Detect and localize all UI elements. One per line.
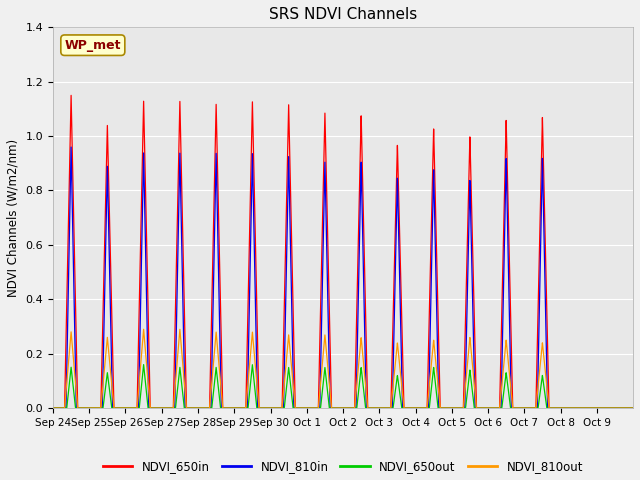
NDVI_810in bbox=[418, 405, 426, 411]
NDVI_650in bbox=[418, 405, 426, 411]
NDVI_810out bbox=[629, 405, 637, 411]
NDVI_810in bbox=[629, 405, 637, 411]
NDVI_810out bbox=[479, 405, 487, 411]
NDVI_650out bbox=[629, 405, 637, 411]
NDVI_810in bbox=[49, 405, 57, 411]
Line: NDVI_650in: NDVI_650in bbox=[53, 96, 633, 408]
NDVI_650in bbox=[629, 405, 637, 411]
Legend: NDVI_650in, NDVI_810in, NDVI_650out, NDVI_810out: NDVI_650in, NDVI_810in, NDVI_650out, NDV… bbox=[98, 456, 588, 478]
NDVI_810in bbox=[510, 405, 518, 411]
NDVI_650out bbox=[479, 405, 487, 411]
NDVI_810in bbox=[259, 405, 267, 411]
NDVI_650in bbox=[479, 405, 487, 411]
NDVI_650in bbox=[49, 405, 57, 411]
NDVI_810out bbox=[418, 405, 426, 411]
NDVI_650in bbox=[392, 187, 400, 192]
NDVI_810out bbox=[78, 405, 86, 411]
Text: WP_met: WP_met bbox=[65, 39, 121, 52]
NDVI_810out bbox=[510, 405, 518, 411]
NDVI_810in bbox=[479, 405, 487, 411]
Line: NDVI_650out: NDVI_650out bbox=[53, 365, 633, 408]
NDVI_650out bbox=[49, 405, 57, 411]
NDVI_810in bbox=[67, 144, 75, 150]
Title: SRS NDVI Channels: SRS NDVI Channels bbox=[269, 7, 417, 22]
NDVI_650in bbox=[67, 93, 75, 98]
NDVI_810out bbox=[49, 405, 57, 411]
NDVI_810in bbox=[78, 405, 86, 411]
NDVI_650in bbox=[259, 405, 267, 411]
Y-axis label: NDVI Channels (W/m2/nm): NDVI Channels (W/m2/nm) bbox=[7, 139, 20, 297]
NDVI_650in bbox=[510, 405, 518, 411]
NDVI_650out bbox=[78, 405, 86, 411]
NDVI_650in bbox=[78, 405, 86, 411]
Line: NDVI_810in: NDVI_810in bbox=[53, 147, 633, 408]
NDVI_650out bbox=[418, 405, 426, 411]
NDVI_810out bbox=[259, 405, 267, 411]
Line: NDVI_810out: NDVI_810out bbox=[53, 329, 633, 408]
NDVI_650out bbox=[259, 405, 267, 411]
NDVI_810out bbox=[140, 326, 147, 332]
NDVI_810out bbox=[392, 351, 400, 357]
NDVI_650out bbox=[392, 381, 400, 386]
NDVI_810in bbox=[392, 225, 400, 230]
NDVI_650out bbox=[510, 405, 518, 411]
NDVI_650out bbox=[140, 362, 147, 368]
